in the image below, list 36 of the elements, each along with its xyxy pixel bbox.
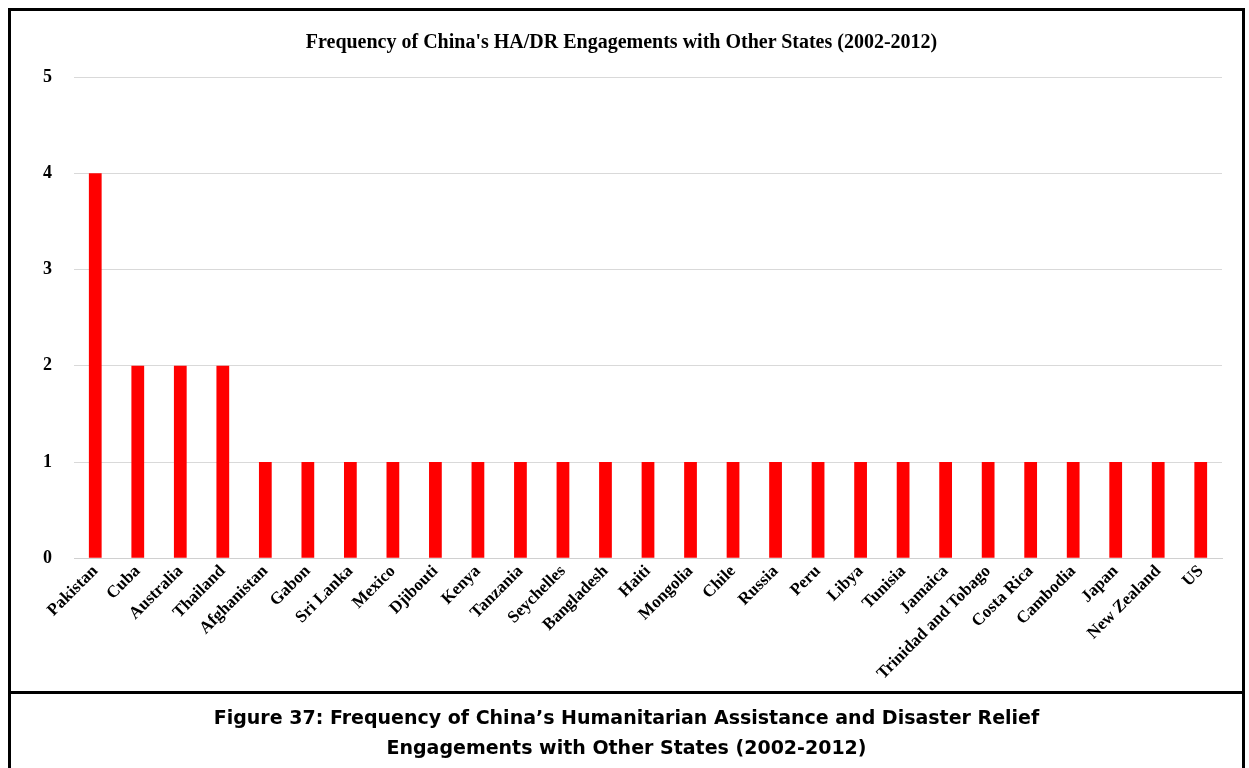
bar bbox=[343, 462, 357, 558]
y-tick-label: 2 bbox=[43, 354, 52, 375]
bar bbox=[684, 462, 697, 558]
bar bbox=[216, 365, 230, 558]
bar bbox=[769, 462, 782, 558]
bar bbox=[939, 462, 953, 558]
y-tick-label: 5 bbox=[43, 65, 52, 86]
bar bbox=[514, 462, 527, 558]
bar bbox=[88, 173, 102, 558]
y-tick-label: 4 bbox=[43, 161, 52, 182]
bar bbox=[811, 462, 825, 558]
chart-title: Frequency of China's HA/DR Engagements with Other States (2002-2012) bbox=[305, 30, 938, 54]
bar bbox=[896, 462, 910, 558]
bar bbox=[726, 462, 740, 558]
bar bbox=[301, 462, 315, 558]
bar bbox=[1109, 462, 1123, 558]
caption: Figure 37: Frequency of China’s Humanitarian Assistance and Disaster Relief Engagements with Other States (2002-2012) bbox=[212, 705, 1041, 760]
y-tick-label: 3 bbox=[43, 258, 52, 279]
bar bbox=[641, 462, 655, 558]
x-tick-label: US bbox=[1177, 561, 1207, 590]
bar bbox=[429, 462, 442, 558]
bar bbox=[131, 365, 145, 558]
bar bbox=[599, 462, 612, 558]
bar bbox=[258, 462, 272, 558]
y-tick-label: 1 bbox=[43, 450, 52, 471]
bar bbox=[854, 462, 867, 558]
bar bbox=[981, 462, 995, 558]
bar bbox=[1024, 462, 1038, 558]
bar bbox=[386, 462, 400, 558]
bar bbox=[173, 365, 187, 558]
bar bbox=[471, 462, 485, 558]
bar bbox=[1194, 462, 1208, 558]
bar bbox=[1151, 462, 1165, 558]
bar bbox=[1066, 462, 1080, 558]
bar bbox=[556, 462, 570, 558]
y-tick-label: 0 bbox=[43, 546, 52, 567]
